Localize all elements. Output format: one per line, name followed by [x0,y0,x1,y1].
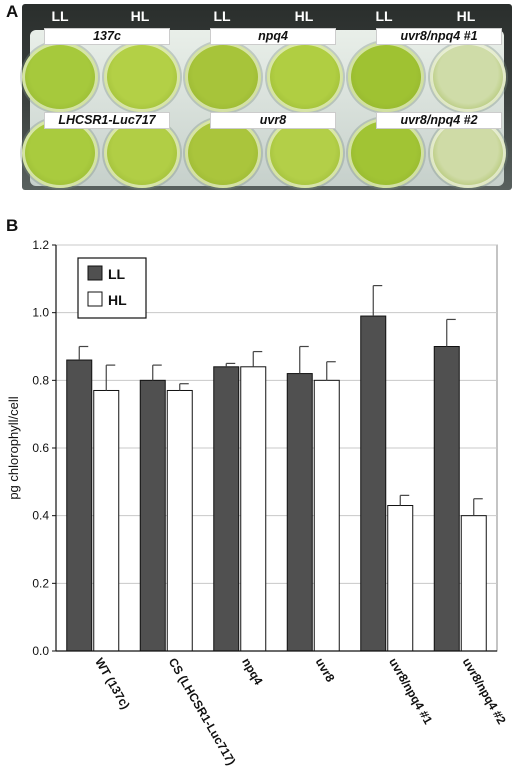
sample-label-uvr8-npq4-1: uvr8/npq4 #1 [376,28,502,45]
panel-b-letter: B [6,216,19,235]
legend-swatch-ll [87,265,103,281]
y-tick-label: 1.0 [32,306,49,320]
well-r2-c3 [185,118,261,188]
well-r1-c3 [185,42,261,112]
bar-hl-5 [460,515,487,652]
bar-ll-0 [66,359,93,652]
legend: LL HL [77,257,147,319]
well-r2-c2 [104,118,180,188]
x-category-label: CS (LHCSR1-Luc717) [166,656,239,768]
well-r2-c5 [348,118,424,188]
bar-ll-4 [360,315,387,652]
well-r2-c4 [267,118,343,188]
column-label-ll-2: LL [213,8,231,24]
y-tick-label: 0.2 [32,576,49,590]
legend-swatch-hl [87,291,103,307]
column-label-ll-1: LL [51,8,69,24]
bar-hl-2 [240,366,267,652]
column-label-hl-2: HL [294,8,314,24]
well-r1-c1 [22,42,98,112]
y-tick-label: 0.8 [32,373,49,387]
bar-ll-5 [433,346,460,652]
column-label-hl-3: HL [456,8,476,24]
x-category-label: uvr8 [313,656,338,685]
well-r1-c4 [267,42,343,112]
sample-label-npq4: npq4 [210,28,336,45]
y-axis-label: pg chlorophyll/cell [6,396,21,499]
y-tick-label: 0.0 [32,644,49,658]
sample-label-lhcsr1-luc717: LHCSR1-Luc717 [44,112,170,129]
well-r1-c2 [104,42,180,112]
y-tick-label: 1.2 [32,238,49,252]
sample-label-137c: 137c [44,28,170,45]
bar-ll-3 [286,373,313,652]
column-label-ll-3: LL [375,8,393,24]
y-tick-label: 0.6 [32,441,49,455]
legend-label-hl: HL [108,292,127,308]
legend-label-ll: LL [108,266,126,282]
bar-hl-4 [387,505,414,652]
bar-hl-0 [93,389,120,652]
well-r1-c6 [430,42,506,112]
sample-label-uvr8: uvr8 [210,112,336,129]
sample-label-uvr8-npq4-2: uvr8/npq4 #2 [376,112,502,129]
well-r2-c6 [430,118,506,188]
bar-ll-1 [139,379,166,652]
well-plate-photo: LL HL LL HL LL HL 137c npq4 uvr8/npq4 #1… [22,0,512,192]
bar-ll-2 [213,366,240,652]
y-tick-label: 0.4 [32,509,49,523]
x-category-label: npq4 [239,656,266,688]
well-r2-c1 [22,118,98,188]
column-label-hl-1: HL [130,8,150,24]
bar-hl-3 [313,379,340,652]
well-r1-c5 [348,42,424,112]
x-category-label: WT (137c) [92,656,132,712]
bar-hl-1 [166,389,193,652]
x-category-label: uvr8/npq4 #2 [460,656,509,727]
x-category-label: uvr8/npq4 #1 [386,656,435,727]
panel-a-letter: A [6,2,19,21]
